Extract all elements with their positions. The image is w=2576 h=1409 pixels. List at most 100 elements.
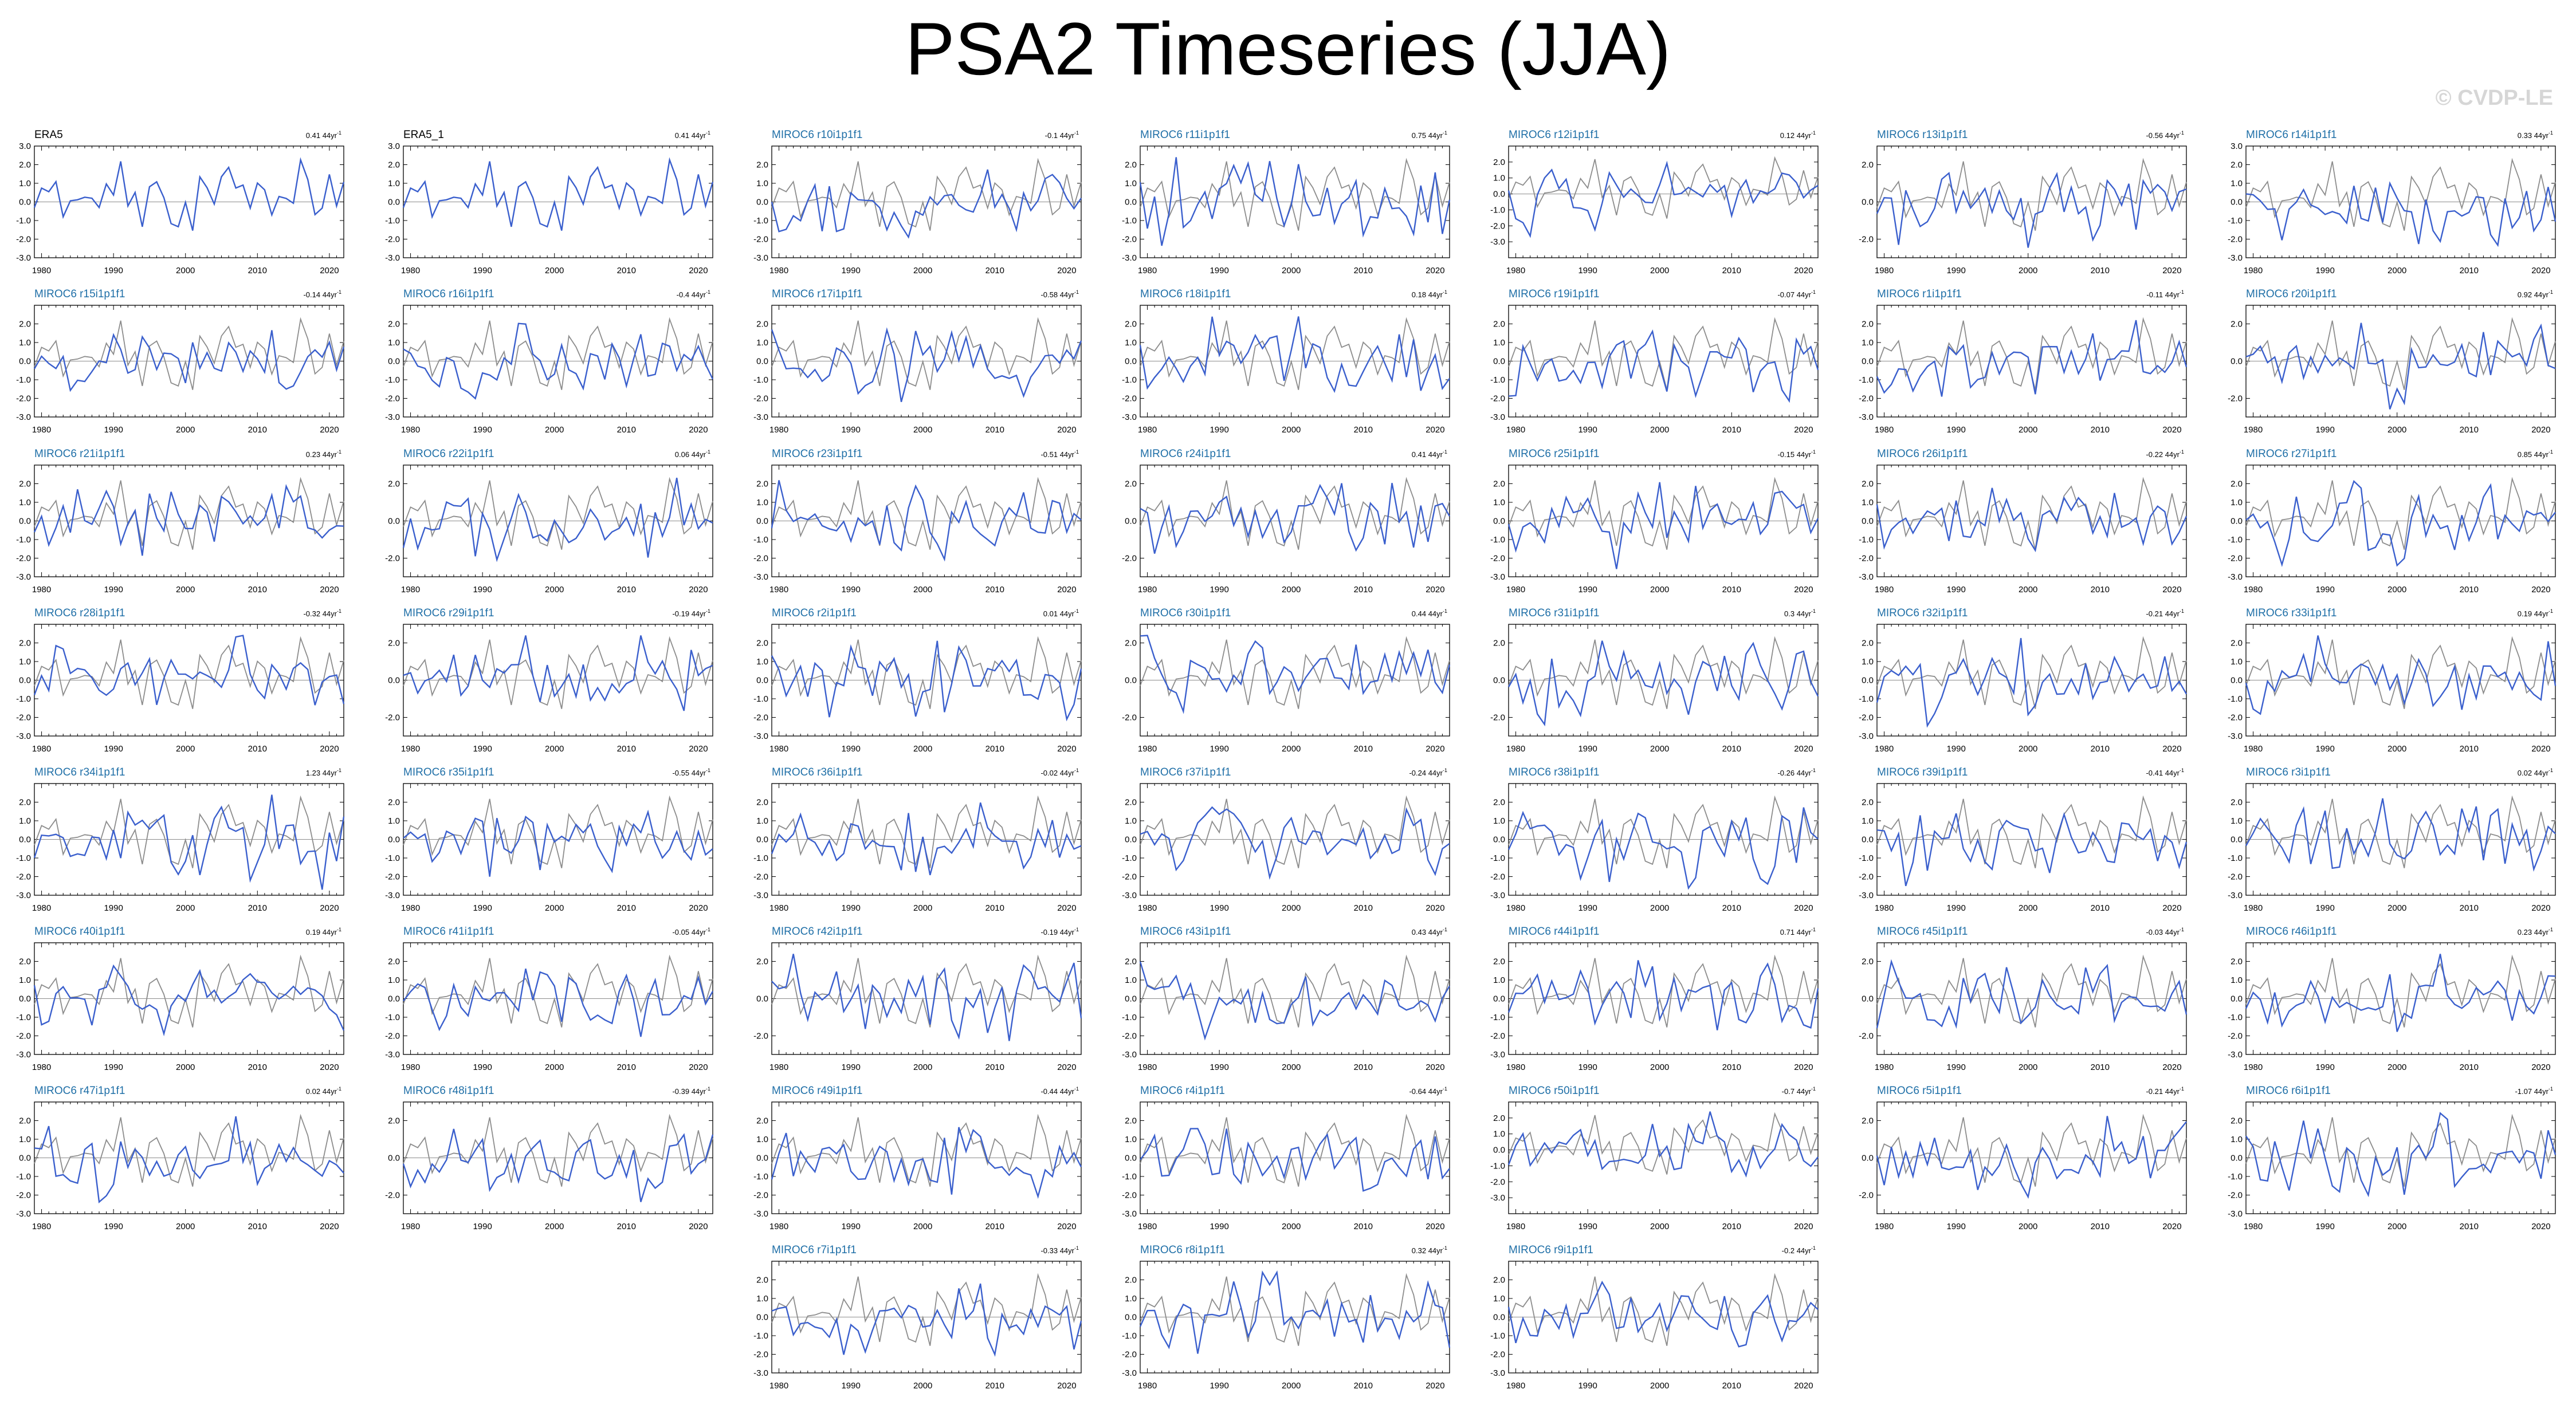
y-tick-label: 1.0	[1493, 816, 1505, 826]
y-tick-label: -3.0	[753, 1368, 768, 1378]
x-tick-label: 1980	[769, 903, 788, 913]
y-tick-label: 0.0	[1493, 517, 1505, 526]
x-tick-label: 2000	[2387, 425, 2406, 435]
y-tick-label: -1.0	[1122, 216, 1137, 226]
panel-title: ERA5	[34, 129, 63, 141]
panel-trend: -0.41 44yr-1	[2146, 768, 2184, 777]
y-tick-label: -2.0	[1859, 1032, 1874, 1041]
panel-trend: 0.12 44yr-1	[1780, 130, 1816, 140]
reference-series-line	[1508, 156, 1819, 219]
x-tick-label: 1980	[1138, 1222, 1157, 1231]
x-tick-label: 2000	[1650, 744, 1669, 754]
x-tick-label: 2000	[545, 903, 564, 913]
x-tick-label: 2000	[545, 585, 564, 595]
panel-title: MIROC6 r8i1p1f1	[1140, 1244, 1225, 1256]
reference-series-line	[34, 954, 344, 1028]
x-tick-label: 2020	[2162, 585, 2181, 595]
member-series-line	[33, 157, 345, 231]
y-tick-label: -2.0	[753, 554, 768, 564]
panel-trend: -0.2 44yr-1	[1782, 1245, 1816, 1255]
y-tick-label: -1.0	[1859, 375, 1874, 385]
y-tick-label: 0.0	[756, 517, 768, 526]
y-tick-label: -2.0	[1490, 554, 1505, 564]
x-tick-label: 2000	[913, 1062, 932, 1072]
member-series-line	[33, 635, 345, 706]
panel-trend: -0.22 44yr-1	[2146, 449, 2184, 459]
x-tick-label: 1990	[104, 1222, 123, 1231]
x-tick-label: 2020	[1426, 744, 1444, 754]
y-tick-label: 0.0	[1125, 357, 1137, 367]
y-tick-label: 2.0	[19, 639, 31, 648]
x-tick-label: 2020	[1057, 266, 1076, 275]
y-tick-label: 2.0	[1493, 158, 1505, 167]
x-tick-label: 1980	[1138, 1062, 1157, 1072]
page-title: PSA2 Timeseries (JJA)	[905, 7, 1671, 90]
y-tick-label: -3.0	[16, 1209, 31, 1219]
panel-trend: -0.02 44yr-1	[1040, 768, 1079, 777]
panel-39: MIROC6 r44i1p1f1 0.71 44yr-1 2.0 1.0 0.0 -1.0…	[1490, 926, 1819, 1072]
x-tick-label: 2020	[320, 266, 339, 275]
reference-series-line	[34, 1113, 344, 1187]
x-tick-label: 2020	[2531, 903, 2550, 913]
y-tick-label: -2.0	[2228, 713, 2243, 723]
y-tick-label: 0.0	[1125, 198, 1137, 207]
x-tick-label: 2000	[1282, 744, 1301, 754]
panel-trend: -0.32 44yr-1	[303, 608, 341, 618]
panel-trend: -0.1 44yr-1	[1045, 130, 1079, 140]
x-tick-label: 2010	[2460, 585, 2479, 595]
y-tick-label: 2.0	[1125, 798, 1137, 808]
x-tick-label: 1990	[1578, 585, 1597, 595]
y-tick-label: -1.0	[385, 375, 400, 385]
y-tick-label: 2.0	[756, 479, 768, 489]
x-tick-label: 2020	[689, 585, 708, 595]
x-tick-label: 2020	[689, 1222, 708, 1231]
y-tick-label: -2.0	[16, 713, 31, 723]
panel-6: MIROC6 r14i1p1f1 0.33 44yr-1 3.0 2.0 1.0 0.0 -…	[2228, 129, 2557, 275]
panel-51: MIROC6 r9i1p1f1 -0.2 44yr-1 2.0 1.0 0.0 -1.0 -…	[1490, 1244, 1819, 1391]
x-tick-label: 2010	[2091, 1222, 2110, 1231]
x-tick-label: 1990	[1946, 585, 1965, 595]
member-series-line	[1876, 487, 2188, 553]
panel-trend: -0.11 44yr-1	[2146, 289, 2184, 299]
y-tick-label: -1.0	[16, 216, 31, 226]
panel-27: MIROC6 r33i1p1f1 0.19 44yr-1 2.0 1.0 0.0 -1.0…	[2228, 607, 2557, 754]
x-tick-label: 2010	[248, 266, 267, 275]
panel-title: MIROC6 r41i1p1f1	[403, 926, 494, 938]
panel-40: MIROC6 r45i1p1f1 -0.03 44yr-1 2.0 0.0 -2.0 19…	[1859, 926, 2188, 1072]
x-tick-label: 2000	[2019, 903, 2037, 913]
member-series-line	[402, 1128, 714, 1202]
x-tick-label: 2010	[985, 585, 1004, 595]
y-tick-label: 0.0	[19, 994, 31, 1004]
x-tick-label: 1990	[841, 903, 860, 913]
y-tick-label: 2.0	[1862, 320, 1874, 329]
panel-title: MIROC6 r37i1p1f1	[1140, 766, 1231, 778]
y-tick-label: 2.0	[1125, 160, 1137, 170]
x-tick-label: 2020	[1794, 1062, 1813, 1072]
member-series-line	[2245, 635, 2557, 715]
y-tick-label: 0.0	[388, 676, 400, 686]
member-series-line	[403, 322, 714, 400]
x-tick-label: 1980	[1506, 266, 1525, 275]
member-series-line	[34, 1116, 344, 1203]
x-tick-label: 1990	[104, 1062, 123, 1072]
y-tick-label: -1.0	[1859, 535, 1874, 545]
y-tick-label: 3.0	[388, 141, 400, 151]
x-tick-label: 1990	[1210, 1062, 1228, 1072]
y-tick-label: -1.0	[385, 1013, 400, 1022]
panel-title: MIROC6 r23i1p1f1	[772, 448, 862, 460]
member-series-line	[1139, 1270, 1451, 1354]
y-tick-label: -3.0	[1122, 412, 1137, 422]
x-tick-label: 2020	[1057, 1062, 1076, 1072]
x-tick-label: 1990	[1578, 1062, 1597, 1072]
x-tick-label: 2020	[2531, 1062, 2550, 1072]
x-tick-label: 2010	[1354, 1222, 1373, 1231]
y-tick-label: 1.0	[2231, 179, 2243, 188]
member-series-line	[1140, 806, 1450, 880]
panel-title: MIROC6 r49i1p1f1	[772, 1085, 862, 1097]
panel-trend: -0.39 44yr-1	[672, 1086, 710, 1096]
panel-12: MIROC6 r1i1p1f1 -0.11 44yr-1 2.0 1.0 0.0 -1.0…	[1859, 288, 2188, 435]
reference-series-line	[1508, 954, 1819, 1028]
x-tick-label: 1980	[32, 1062, 51, 1072]
panel-title: MIROC6 r42i1p1f1	[772, 926, 862, 938]
y-tick-label: -1.0	[2228, 853, 2243, 863]
